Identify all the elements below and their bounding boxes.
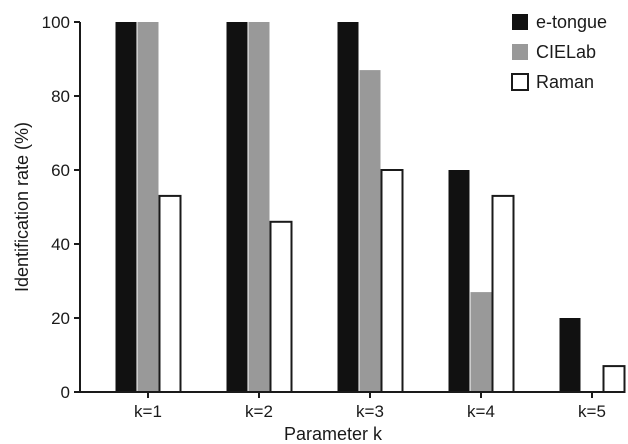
x-tick-label: k=1: [134, 402, 162, 421]
bar-raman-3: [380, 169, 404, 393]
bar-cielab-3: [359, 70, 381, 392]
y-tick-label: 100: [42, 13, 70, 32]
legend-label: e-tongue: [536, 12, 607, 32]
legend-swatch-cielab: [512, 44, 528, 60]
legend: e-tongue CIELab Raman: [511, 12, 607, 92]
bar-cielab-4: [470, 292, 492, 392]
bar-raman-2: [269, 220, 293, 393]
x-tick-label: k=3: [356, 402, 384, 421]
y-tick-label: 60: [51, 161, 70, 180]
bar-e-tongue-4: [448, 170, 470, 392]
x-tick-label: k=5: [578, 402, 606, 421]
legend-swatch-raman: [511, 73, 529, 91]
y-axis-ticks: 0 20 40 60 80 100: [42, 13, 80, 402]
bar-raman-1: [158, 194, 182, 393]
x-axis-ticks: k=1 k=2 k=3 k=4 k=5: [134, 392, 606, 421]
bar-e-tongue-1: [115, 22, 137, 392]
y-tick-label: 0: [61, 383, 70, 402]
bar-cielab-2: [248, 22, 270, 392]
x-axis-title: Parameter k: [284, 424, 383, 444]
bar-raman-5: [602, 365, 626, 394]
y-axis-title: Identification rate (%): [12, 122, 32, 292]
y-tick-label: 40: [51, 235, 70, 254]
legend-swatch-e-tongue: [512, 14, 528, 30]
x-tick-label: k=2: [245, 402, 273, 421]
y-tick-label: 80: [51, 87, 70, 106]
bar-e-tongue-2: [226, 22, 248, 392]
x-tick-label: k=4: [467, 402, 495, 421]
legend-label: CIELab: [536, 42, 596, 62]
bar-raman-4: [491, 194, 515, 393]
bar-cielab-1: [137, 22, 159, 392]
bar-e-tongue-5: [559, 318, 581, 392]
y-tick-label: 20: [51, 309, 70, 328]
legend-label: Raman: [536, 72, 594, 92]
bar-e-tongue-3: [337, 22, 359, 392]
